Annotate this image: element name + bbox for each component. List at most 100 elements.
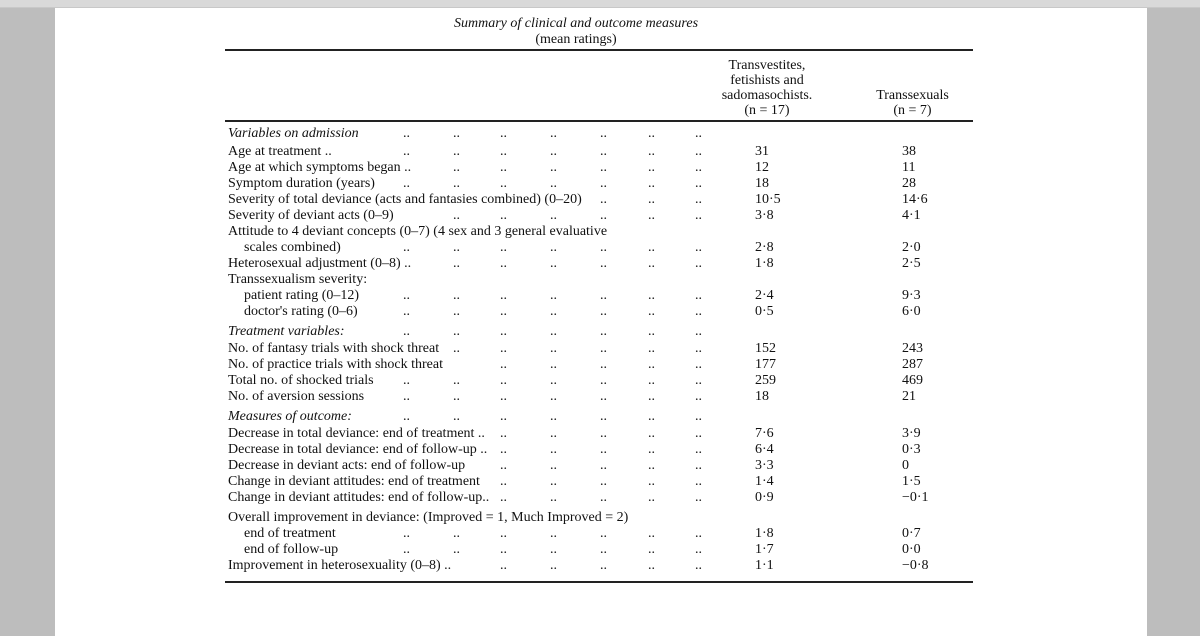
leader-dots: .. (648, 176, 655, 191)
leader-dots: .. (550, 542, 557, 557)
leader-dots: .. (695, 208, 702, 223)
table-row: Attitude to 4 deviant concepts (0–7) (4 … (228, 224, 968, 239)
leader-dots: .. (648, 389, 655, 404)
leader-dots: .. (500, 126, 507, 141)
table-row: Decrease in deviant acts: end of follow-… (228, 458, 968, 473)
value-transvestites: 18 (755, 176, 769, 191)
leader-dots: .. (695, 324, 702, 339)
leader-dots: .. (648, 341, 655, 356)
leader-dots: .. (550, 208, 557, 223)
value-transsexuals: 469 (902, 373, 923, 388)
value-transsexuals: 14·6 (902, 192, 928, 207)
value-transvestites: 0·5 (755, 304, 774, 319)
leader-dots: .. (648, 474, 655, 489)
row-label: Overall improvement in deviance: (Improv… (228, 510, 629, 525)
table-row: Severity of deviant acts (0–9) 3·8 4·1....… (228, 208, 968, 223)
leader-dots: .. (648, 526, 655, 541)
row-label: end of treatment (244, 526, 336, 541)
leader-dots: .. (600, 458, 607, 473)
value-transsexuals: 21 (902, 389, 916, 404)
value-transvestites: 2·4 (755, 288, 774, 303)
table-title: Summary of clinical and outcome measures (453, 16, 699, 31)
row-label: Decrease in total deviance: end of follo… (228, 442, 488, 457)
leader-dots: .. (500, 442, 507, 457)
value-transvestites: 18 (755, 389, 769, 404)
value-transvestites: 259 (755, 373, 776, 388)
section-heading: Treatment variables: (228, 324, 345, 339)
leader-dots: .. (453, 240, 460, 255)
leader-dots: .. (600, 373, 607, 388)
row-label: end of follow-up (244, 542, 339, 557)
column-header-line: fetishists and (730, 73, 804, 88)
leader-dots: .. (600, 192, 607, 207)
table-row: Treatment variables:.............. (228, 324, 968, 339)
value-transsexuals: 2·0 (902, 240, 921, 255)
leader-dots: .. (648, 144, 655, 159)
value-transvestites: 0·9 (755, 490, 774, 505)
leader-dots: .. (550, 160, 557, 175)
leader-dots: .. (695, 526, 702, 541)
leader-dots: .. (600, 442, 607, 457)
leader-dots: .. (600, 558, 607, 573)
leader-dots: .. (695, 288, 702, 303)
leader-dots: .. (453, 208, 460, 223)
leader-dots: .. (600, 126, 607, 141)
leader-dots: .. (403, 288, 410, 303)
value-transsexuals: −0·8 (902, 558, 929, 573)
leader-dots: .. (600, 389, 607, 404)
value-transvestites: 3·3 (755, 458, 774, 473)
leader-dots: .. (500, 144, 507, 159)
leader-dots: .. (695, 490, 702, 505)
table-row: No. of fantasy trials with shock threat 1… (228, 341, 968, 356)
leader-dots: .. (648, 208, 655, 223)
leader-dots: .. (453, 256, 460, 271)
leader-dots: .. (550, 490, 557, 505)
column-header-line: (n = 17) (744, 103, 790, 118)
row-label: Transsexualism severity: (228, 272, 368, 287)
leader-dots: .. (600, 160, 607, 175)
leader-dots: .. (403, 409, 410, 424)
row-label: patient rating (0–12) (244, 288, 360, 303)
leader-dots: .. (403, 324, 410, 339)
leader-dots: .. (695, 357, 702, 372)
leader-dots: .. (500, 542, 507, 557)
table-row: Decrease in total deviance: end of follo… (228, 442, 968, 457)
leader-dots: .. (648, 426, 655, 441)
value-transvestites: 7·6 (755, 426, 774, 441)
row-label: Decrease in total deviance: end of treat… (228, 426, 485, 441)
column-header-line: sadomasochists. (721, 88, 813, 103)
row-label: Decrease in deviant acts: end of follow-… (228, 458, 466, 473)
leader-dots: .. (453, 160, 460, 175)
leader-dots: .. (550, 341, 557, 356)
leader-dots: .. (500, 426, 507, 441)
value-transsexuals: 3·9 (902, 426, 921, 441)
leader-dots: .. (550, 373, 557, 388)
leader-dots: .. (648, 558, 655, 573)
value-transvestites: 1·4 (755, 474, 774, 489)
value-transsexuals: 28 (902, 176, 916, 191)
leader-dots: .. (695, 458, 702, 473)
table-row: Change in deviant attitudes: end of trea… (228, 474, 968, 489)
value-transsexuals: 0·3 (902, 442, 921, 457)
leader-dots: .. (695, 144, 702, 159)
table-row: Change in deviant attitudes: end of foll… (228, 490, 968, 505)
leader-dots: .. (500, 458, 507, 473)
header-rule (225, 120, 973, 122)
leader-dots: .. (453, 144, 460, 159)
value-transvestites: 1·1 (755, 558, 774, 573)
leader-dots: .. (500, 256, 507, 271)
row-label: Severity of deviant acts (0–9) (228, 208, 394, 223)
table-row: Measures of outcome:.............. (228, 409, 968, 424)
value-transsexuals: 287 (902, 357, 923, 372)
leader-dots: .. (695, 160, 702, 175)
leader-dots: .. (403, 176, 410, 191)
leader-dots: .. (695, 373, 702, 388)
leader-dots: .. (403, 240, 410, 255)
leader-dots: .. (500, 389, 507, 404)
leader-dots: .. (695, 304, 702, 319)
leader-dots: .. (500, 558, 507, 573)
row-label: Age at which symptoms began .. (228, 160, 412, 175)
leader-dots: .. (550, 474, 557, 489)
row-label: No. of aversion sessions (228, 389, 365, 404)
value-transsexuals: 0·0 (902, 542, 921, 557)
